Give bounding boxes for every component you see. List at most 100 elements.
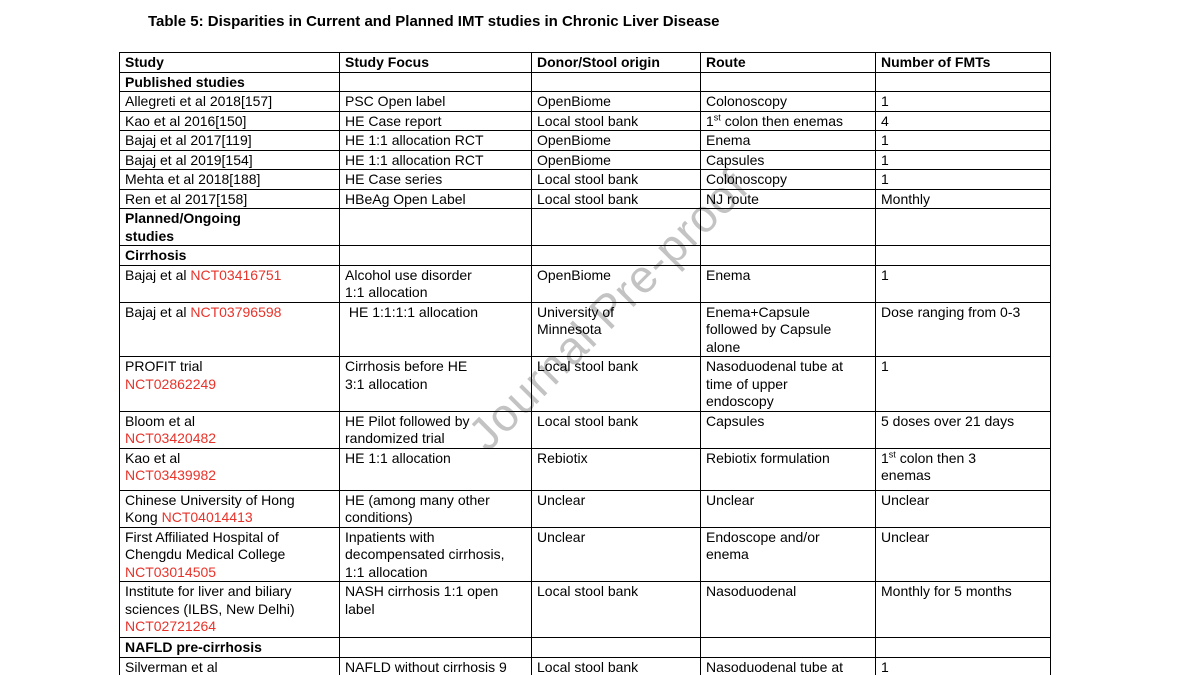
cell: Cirrhosis xyxy=(120,246,340,266)
cell xyxy=(340,209,532,246)
cell: Rebiotix formulation xyxy=(701,448,876,491)
section-row: Published studies xyxy=(120,72,1051,92)
cell: 1 xyxy=(876,265,1051,303)
table-header-row: Study Study Focus Donor/Stool origin Route N… xyxy=(120,53,1051,73)
cell: HE 1:1 allocation xyxy=(340,448,532,491)
cell: Monthly for 5 months xyxy=(876,582,1051,638)
column-header: Number of FMTs xyxy=(876,53,1051,73)
cell: NAFLD pre-cirrhosis xyxy=(120,638,340,658)
table-title: Table 5: Disparities in Current and Plan… xyxy=(148,13,720,30)
cell: HBeAg Open Label xyxy=(340,189,532,209)
cell: Inpatients with decompensated cirrhosis, 1… xyxy=(340,527,532,582)
cell: Unclear xyxy=(532,527,701,582)
table-row: Chinese University of Hong Kong NCT040144… xyxy=(120,490,1051,528)
cell: Dose ranging from 0-3 xyxy=(876,302,1051,357)
cell: Silverman et al xyxy=(120,657,340,675)
cell: Published studies xyxy=(120,72,340,92)
cell: Local stool bank xyxy=(532,657,701,675)
cell: Bajaj et al NCT03416751 xyxy=(120,265,340,303)
cell: NAFLD without cirrhosis 9 xyxy=(340,657,532,675)
cell: 1st colon then 3 enemas xyxy=(876,448,1051,491)
cell: Planned/Ongoing studies xyxy=(120,209,340,246)
cell: Nasoduodenal tube at xyxy=(701,657,876,675)
cell: Local stool bank xyxy=(532,111,701,131)
cell: NJ route xyxy=(701,189,876,209)
cell: First Affiliated Hospital of Chengdu Medi… xyxy=(120,527,340,582)
table-row: Bajaj et al NCT03416751 Alcohol use disor… xyxy=(120,265,1051,303)
imt-studies-table: Study Study Focus Donor/Stool origin Route N… xyxy=(119,52,1051,675)
cell: 1 xyxy=(876,131,1051,151)
cell: Bajaj et al NCT03796598 xyxy=(120,302,340,357)
cell: Capsules xyxy=(701,150,876,170)
cell xyxy=(701,209,876,246)
cell: Monthly xyxy=(876,189,1051,209)
cell: HE (among many other conditions) xyxy=(340,490,532,528)
cell: Local stool bank xyxy=(532,189,701,209)
cell: Capsules xyxy=(701,411,876,449)
cell: NASH cirrhosis 1:1 open label xyxy=(340,582,532,638)
cell: Enema xyxy=(701,265,876,303)
cell: Local stool bank xyxy=(532,582,701,638)
cell xyxy=(876,72,1051,92)
cell: HE 1:1 allocation RCT xyxy=(340,131,532,151)
cell xyxy=(532,638,701,658)
table-row: PROFIT trial NCT02862249 Cirrhosis before … xyxy=(120,357,1051,412)
cell: Local stool bank xyxy=(532,170,701,190)
cell: Endoscope and/or enema xyxy=(701,527,876,582)
table-row: Bajaj et al 2017[119] HE 1:1 allocation R… xyxy=(120,131,1051,151)
cell: Kao et al 2016[150] xyxy=(120,111,340,131)
cell: Nasoduodenal tube at time of upper endosco… xyxy=(701,357,876,412)
cell: Bajaj et al 2017[119] xyxy=(120,131,340,151)
cell: Colonoscopy xyxy=(701,170,876,190)
cell: OpenBiome xyxy=(532,265,701,303)
cell: Unclear xyxy=(876,527,1051,582)
section-row: NAFLD pre-cirrhosis xyxy=(120,638,1051,658)
cell: Unclear xyxy=(701,490,876,528)
cell: Unclear xyxy=(876,490,1051,528)
table-row: Bajaj et al NCT03796598 HE 1:1:1:1 alloc… xyxy=(120,302,1051,357)
cell: Enema+Capsule followed by Capsule alone xyxy=(701,302,876,357)
cell: Local stool bank xyxy=(532,411,701,449)
cell xyxy=(340,638,532,658)
cell: 4 xyxy=(876,111,1051,131)
cell xyxy=(532,246,701,266)
cell: HE 1:1 allocation RCT xyxy=(340,150,532,170)
column-header: Donor/Stool origin xyxy=(532,53,701,73)
cell: Nasoduodenal xyxy=(701,582,876,638)
cell: 5 doses over 21 days xyxy=(876,411,1051,449)
cell: Kao et al NCT03439982 xyxy=(120,448,340,491)
cell xyxy=(340,246,532,266)
cell: 1st colon then enemas xyxy=(701,111,876,131)
cell: 1 xyxy=(876,92,1051,112)
cell: 1 xyxy=(876,357,1051,412)
cell: HE 1:1:1:1 allocation xyxy=(340,302,532,357)
column-header: Route xyxy=(701,53,876,73)
cell: 1 xyxy=(876,657,1051,675)
cell: Rebiotix xyxy=(532,448,701,491)
table-row: First Affiliated Hospital of Chengdu Medi… xyxy=(120,527,1051,582)
column-header: Study xyxy=(120,53,340,73)
cell: University of Minnesota xyxy=(532,302,701,357)
table-row: Silverman et al NAFLD without cirrhosis 9… xyxy=(120,657,1051,675)
cell xyxy=(701,246,876,266)
cell: Bloom et al NCT03420482 xyxy=(120,411,340,449)
column-header: Study Focus xyxy=(340,53,532,73)
cell: Bajaj et al 2019[154] xyxy=(120,150,340,170)
table-row: Bajaj et al 2019[154] HE 1:1 allocation R… xyxy=(120,150,1051,170)
cell xyxy=(532,209,701,246)
cell: OpenBiome xyxy=(532,131,701,151)
section-row: Planned/Ongoing studies xyxy=(120,209,1051,246)
cell: Unclear xyxy=(532,490,701,528)
cell: Enema xyxy=(701,131,876,151)
cell: Cirrhosis before HE 3:1 allocation xyxy=(340,357,532,412)
cell: OpenBiome xyxy=(532,92,701,112)
table-row: Mehta et al 2018[188] HE Case series Local… xyxy=(120,170,1051,190)
cell: PROFIT trial NCT02862249 xyxy=(120,357,340,412)
cell xyxy=(532,72,701,92)
cell: HE Case series xyxy=(340,170,532,190)
table-row: Kao et al NCT03439982 HE 1:1 allocation Reb… xyxy=(120,448,1051,491)
cell: OpenBiome xyxy=(532,150,701,170)
cell xyxy=(876,209,1051,246)
cell: Institute for liver and biliary sciences … xyxy=(120,582,340,638)
